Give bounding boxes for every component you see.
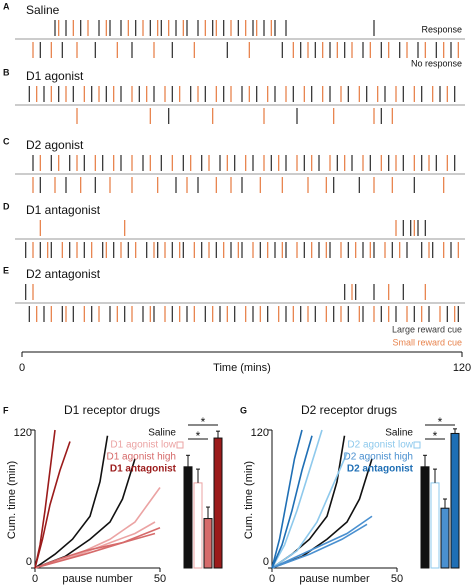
bar <box>203 518 213 569</box>
panel-title: Saline <box>26 3 60 17</box>
x-tick-label: 0 <box>269 573 275 585</box>
y-axis-label: Cum. time (min) <box>6 461 18 539</box>
legend-entry: Saline <box>385 428 413 439</box>
legend-entry: Saline <box>148 428 176 439</box>
y-tick-label: 0 <box>263 556 269 568</box>
legend-entry: D2 antagonist <box>347 464 414 475</box>
y-axis-label: Cum. time (min) <box>243 461 255 539</box>
curve <box>271 523 368 569</box>
bar <box>183 466 193 569</box>
curve <box>34 527 161 569</box>
curve <box>271 429 303 569</box>
row-label: Response <box>421 24 462 34</box>
x-tick-label: 0 <box>32 573 38 585</box>
panel-title: D2 receptor drugs <box>301 403 397 417</box>
panel-letter: A <box>3 1 10 11</box>
x-tick-label: 50 <box>391 573 403 585</box>
panel-letter: E <box>3 265 9 275</box>
legend-entry: D2 agonist low <box>347 440 413 451</box>
panel-title: D1 agonist <box>26 69 84 83</box>
bar <box>193 482 203 569</box>
curve <box>34 435 109 569</box>
bar <box>213 437 223 569</box>
panel-letter: F <box>3 405 9 415</box>
x-tick-label: 120 <box>453 362 471 374</box>
bar <box>420 466 430 569</box>
bar <box>430 482 440 569</box>
legend-entry: D1 agonist high <box>107 452 177 463</box>
curve <box>34 441 71 569</box>
x-tick-label: 50 <box>154 573 166 585</box>
curve <box>271 515 373 569</box>
panel-letter: D <box>3 201 10 211</box>
legend-marker <box>413 441 421 449</box>
legend-entry: Small reward cue <box>392 337 462 347</box>
x-axis-label: pause number <box>62 573 133 585</box>
curve <box>34 532 156 569</box>
x-axis-label: Time (mins) <box>213 362 271 374</box>
y-tick-label: 120 <box>14 427 32 439</box>
y-tick-label: 0 <box>26 556 32 568</box>
legend-entry: D2 agonist high <box>344 452 414 463</box>
x-tick-label: 0 <box>19 362 25 374</box>
panel-title: D1 antagonist <box>26 203 101 217</box>
panel-letter: B <box>3 67 10 77</box>
curve <box>271 452 348 569</box>
significance-label: * <box>433 429 438 443</box>
curve <box>271 458 373 569</box>
panel-letter: C <box>3 136 10 146</box>
x-axis-label: pause number <box>299 573 370 585</box>
panel-title: D2 agonist <box>26 138 84 152</box>
curve <box>271 429 323 569</box>
curve <box>271 435 313 569</box>
panel-title: D2 antagonist <box>26 267 101 281</box>
bar <box>440 507 450 569</box>
panel-letter: G <box>240 405 247 415</box>
significance-label: * <box>438 415 443 429</box>
bar <box>450 432 460 569</box>
significance-label: * <box>196 429 201 443</box>
y-tick-label: 120 <box>251 427 269 439</box>
row-label: No response <box>411 58 462 68</box>
legend-entry: D1 agonist low <box>110 440 176 451</box>
legend-entry: Large reward cue <box>392 324 462 334</box>
significance-label: * <box>201 415 206 429</box>
curve <box>34 521 156 569</box>
panel-title: D1 receptor drugs <box>64 403 160 417</box>
legend-marker <box>176 441 184 449</box>
legend-entry: D1 antagonist <box>110 464 177 475</box>
